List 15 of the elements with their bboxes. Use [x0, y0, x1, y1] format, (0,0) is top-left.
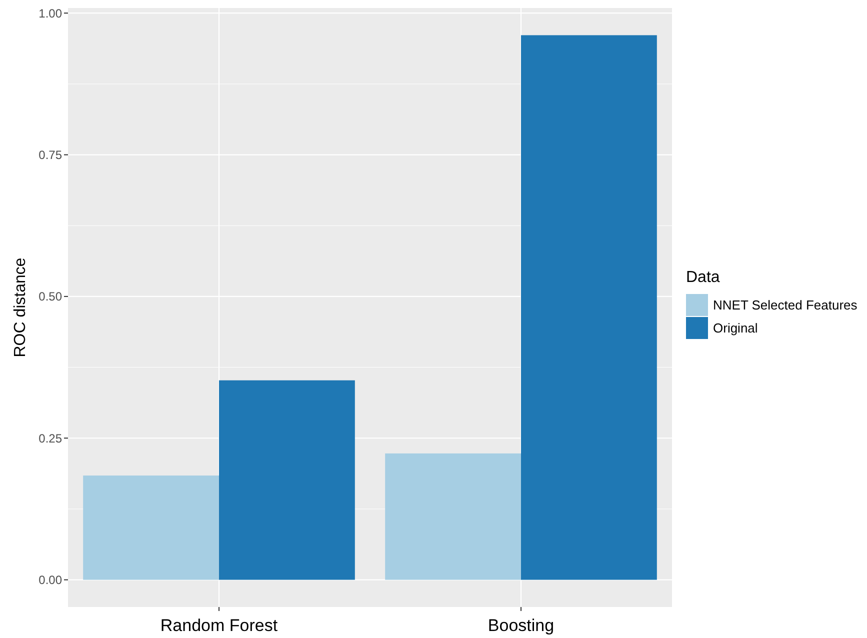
bar	[83, 476, 219, 580]
y-tick-label: 0.50	[38, 290, 62, 304]
y-tick-label: 0.00	[38, 573, 62, 587]
legend-label: NNET Selected Features	[713, 298, 858, 313]
bar	[385, 453, 521, 580]
legend-title: Data	[686, 269, 720, 286]
legend-label: Original	[713, 320, 758, 336]
y-tick-label: 0.25	[38, 431, 62, 446]
y-tick-label: 1.00	[38, 6, 62, 20]
y-axis-title: ROC distance	[12, 258, 29, 358]
x-tick-label: Boosting	[488, 616, 554, 635]
bar	[521, 35, 657, 580]
y-tick-label: 0.75	[38, 148, 62, 162]
x-tick-label: Random Forest	[160, 616, 278, 635]
bar	[219, 380, 355, 580]
